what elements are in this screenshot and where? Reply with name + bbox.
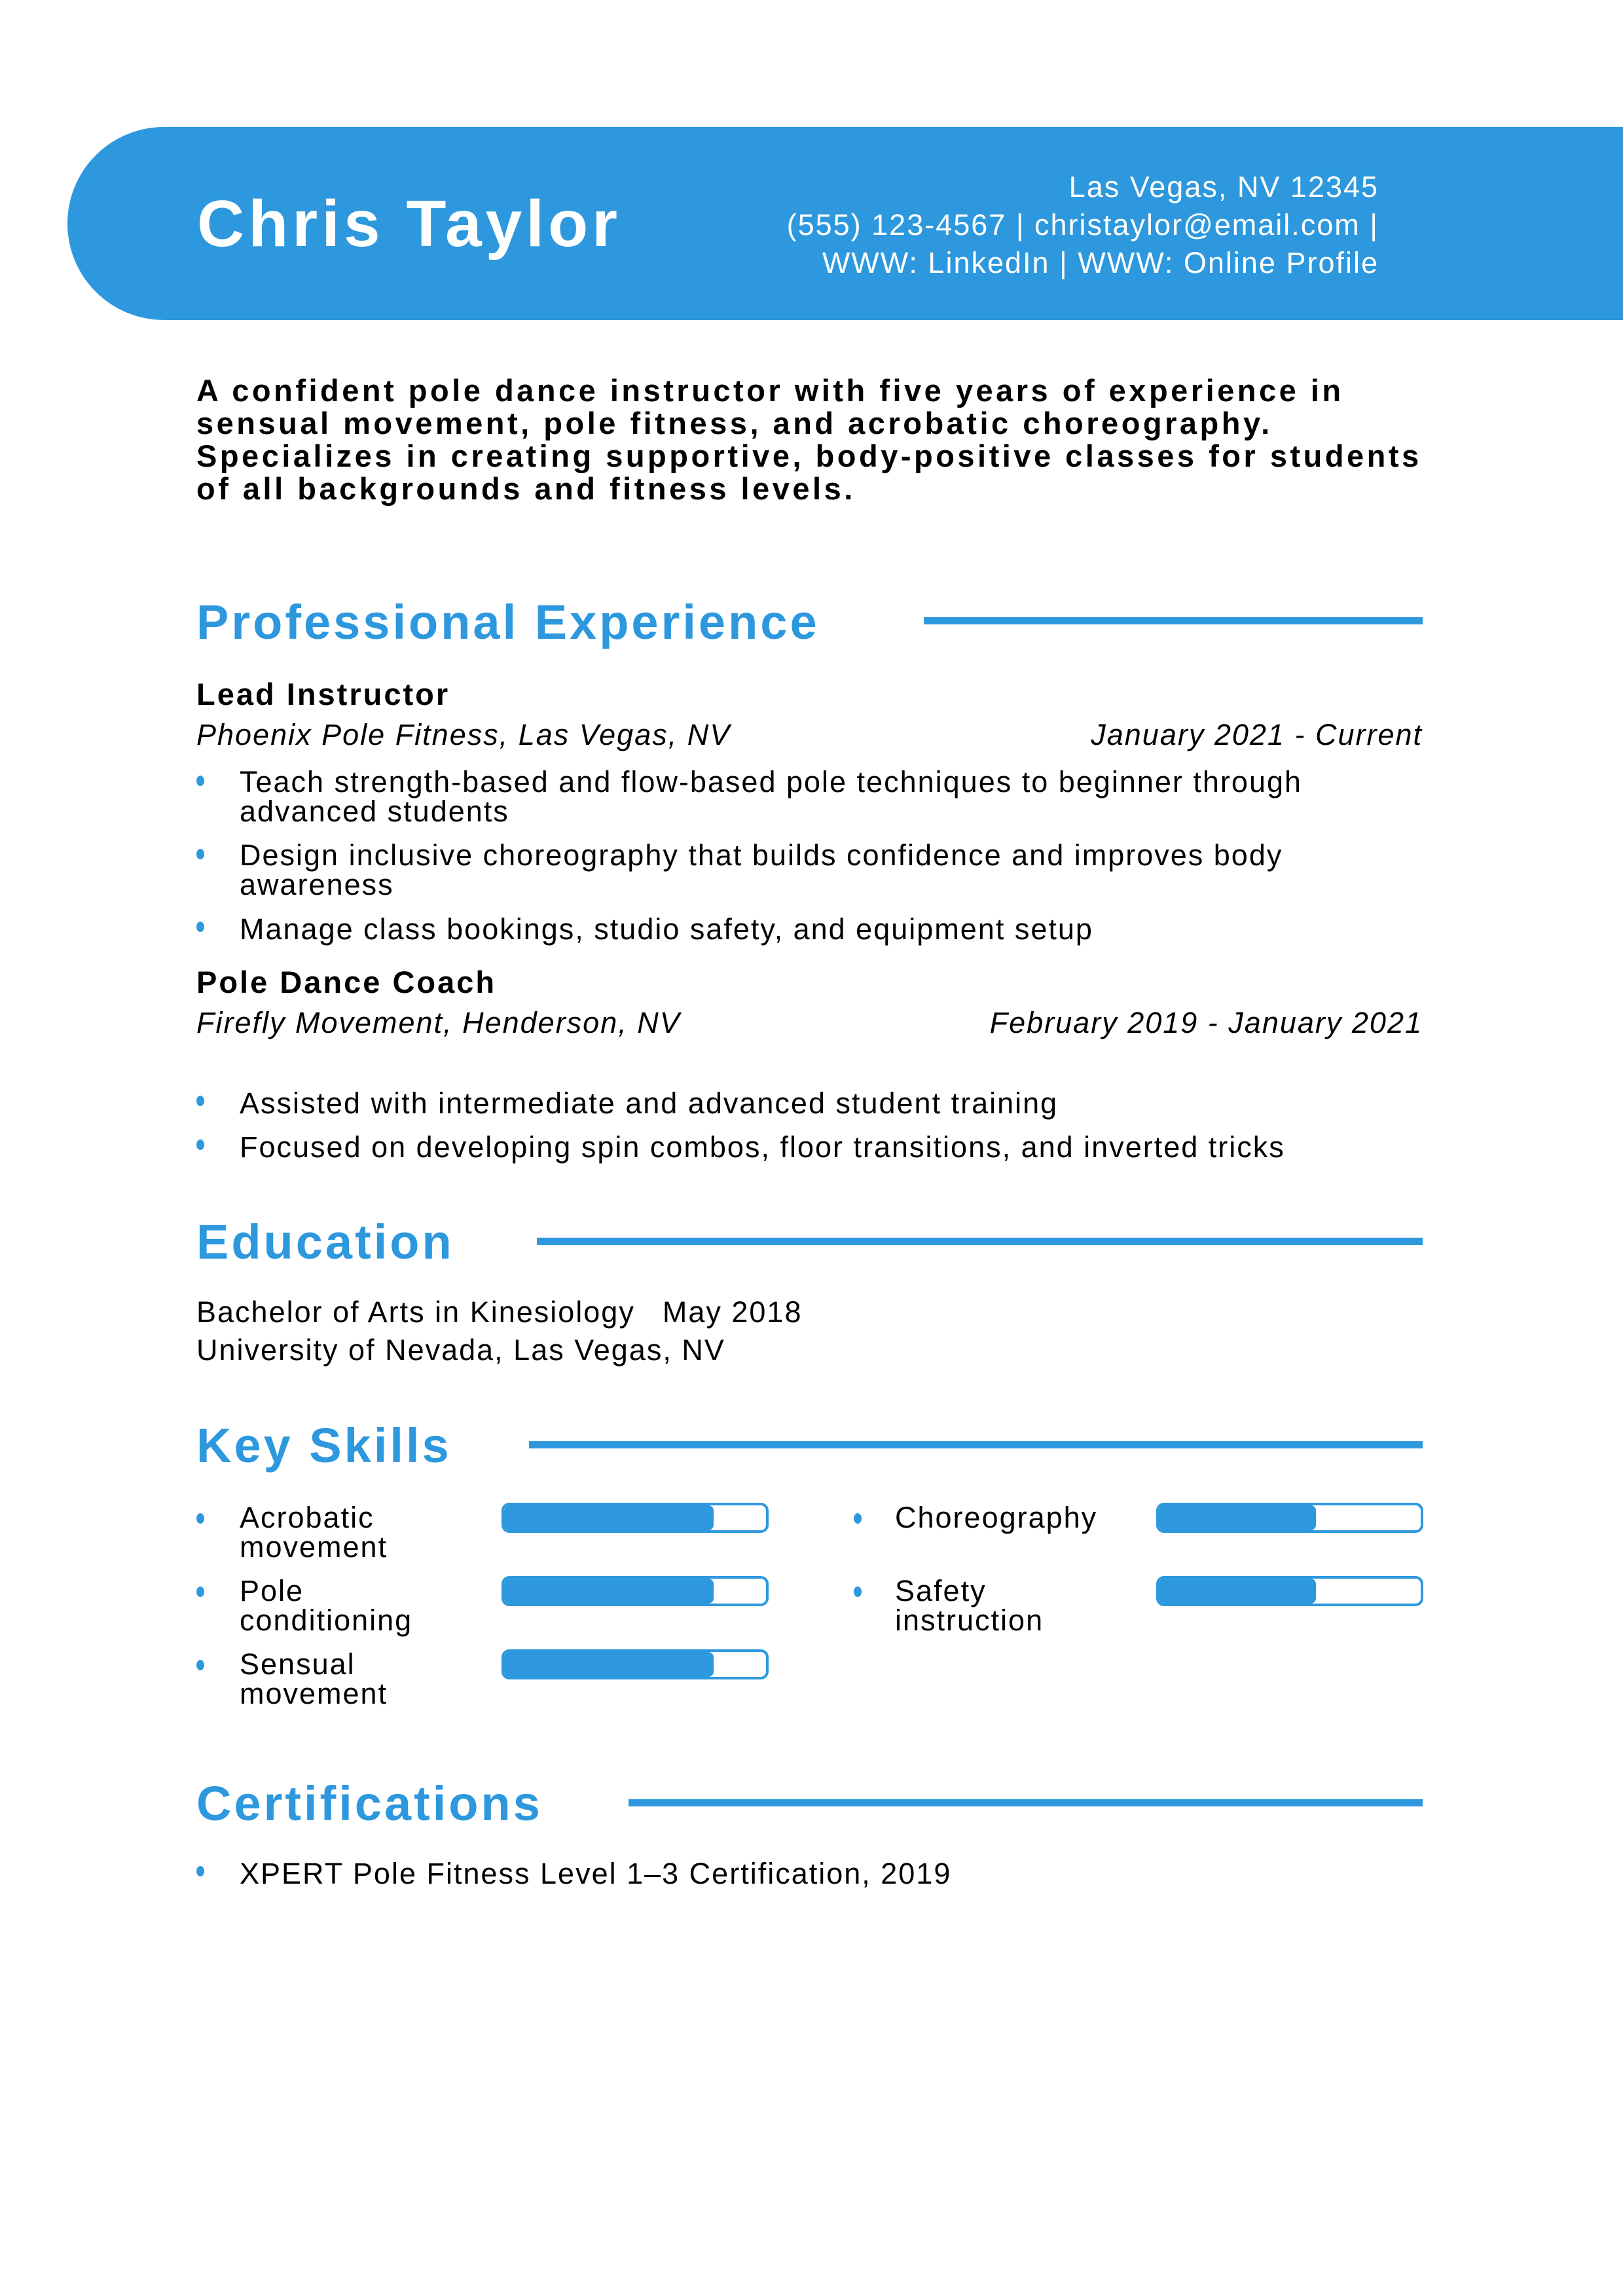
skill-level-bar <box>501 1649 769 1679</box>
contact-info: Las Vegas, NV 12345 (555) 123-4567 | chr… <box>787 168 1379 282</box>
job-bullet: Focused on developing spin combos, floor… <box>240 1130 1285 1164</box>
section-divider <box>529 1441 1423 1448</box>
section-divider <box>629 1799 1423 1806</box>
skill-name: Choreography <box>895 1501 1098 1534</box>
bullet-icon <box>196 1587 204 1597</box>
section-divider <box>924 617 1423 624</box>
job-bullet: Manage class bookings, studio safety, an… <box>240 912 1093 946</box>
phone-email: (555) 123-4567 | christaylor@email.com | <box>786 208 1379 242</box>
summary: A confident pole dance instructor with f… <box>196 373 1422 506</box>
skill-level-bar <box>1156 1576 1423 1606</box>
section-divider <box>537 1238 1423 1245</box>
bullet-icon <box>196 1660 204 1670</box>
skill-name: Sensual movement <box>240 1647 388 1710</box>
degree: Bachelor of Arts in Kinesiology May 2018 <box>196 1296 802 1329</box>
job-dates: February 2019 - January 2021 <box>989 1006 1423 1039</box>
skill-level-fill <box>1159 1579 1316 1604</box>
skill-name: Safety instruction <box>895 1574 1044 1637</box>
skill-level-fill <box>504 1505 714 1530</box>
degree-name: Bachelor of Arts in Kinesiology <box>196 1295 635 1329</box>
bullet-icon <box>196 1866 204 1876</box>
bullet-icon <box>196 1513 204 1524</box>
skill-name: Pole conditioning <box>240 1574 413 1637</box>
section-title-experience: Professional Experience <box>196 595 820 649</box>
bullet-icon <box>854 1513 862 1524</box>
job-bullet: Assisted with intermediate and advanced … <box>240 1086 1059 1120</box>
job-dates: January 2021 - Current <box>1091 718 1423 751</box>
section-title-skills: Key Skills <box>196 1418 452 1473</box>
skill-level-fill <box>1159 1505 1316 1530</box>
school: University of Nevada, Las Vegas, NV <box>196 1333 725 1367</box>
skill-name: Acrobatic movement <box>240 1501 388 1564</box>
job-company: Phoenix Pole Fitness, Las Vegas, NV <box>196 718 731 751</box>
bullet-icon <box>196 1096 204 1106</box>
certification-item: XPERT Pole Fitness Level 1–3 Certificati… <box>240 1857 952 1890</box>
section-title-certifications: Certifications <box>196 1776 543 1831</box>
skill-level-bar <box>1156 1503 1423 1533</box>
header-banner <box>67 127 1623 320</box>
bullet-icon <box>196 776 204 786</box>
job-bullet: Design inclusive choreography that build… <box>240 838 1283 901</box>
bullet-icon <box>196 849 204 859</box>
skill-level-bar <box>501 1576 769 1606</box>
degree-date: May 2018 <box>662 1295 803 1329</box>
address: Las Vegas, NV 12345 <box>1068 170 1379 204</box>
bullet-icon <box>854 1587 862 1597</box>
candidate-name: Chris Taylor <box>197 187 622 260</box>
skill-level-bar <box>501 1503 769 1533</box>
job-title: Pole Dance Coach <box>196 965 497 999</box>
bullet-icon <box>196 1139 204 1150</box>
skill-level-fill <box>504 1652 714 1677</box>
section-title-education: Education <box>196 1215 454 1269</box>
bullet-icon <box>196 922 204 932</box>
skill-level-fill <box>504 1579 714 1604</box>
web-links[interactable]: WWW: LinkedIn | WWW: Online Profile <box>822 246 1379 279</box>
job-title: Lead Instructor <box>196 677 450 711</box>
job-company: Firefly Movement, Henderson, NV <box>196 1006 681 1039</box>
job-bullet: Teach strength-based and flow-based pole… <box>240 765 1303 828</box>
